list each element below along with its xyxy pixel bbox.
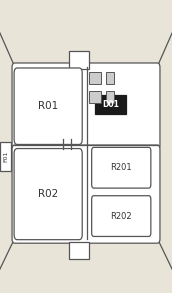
FancyBboxPatch shape <box>92 147 151 188</box>
Bar <box>14 64 158 240</box>
Text: F01: F01 <box>3 151 8 162</box>
Text: R202: R202 <box>110 212 132 221</box>
FancyBboxPatch shape <box>14 149 82 240</box>
FancyBboxPatch shape <box>92 196 151 236</box>
Text: D01: D01 <box>102 100 119 109</box>
Bar <box>0 142 11 171</box>
Polygon shape <box>0 240 172 293</box>
FancyBboxPatch shape <box>12 63 160 149</box>
Bar <box>69 242 89 259</box>
FancyBboxPatch shape <box>12 145 160 243</box>
Bar <box>106 91 114 103</box>
Bar <box>106 72 114 84</box>
Bar <box>69 51 89 69</box>
Polygon shape <box>0 0 172 64</box>
Bar <box>95 95 126 114</box>
Text: R201: R201 <box>110 163 132 172</box>
Text: R01: R01 <box>38 101 58 111</box>
Text: R02: R02 <box>38 189 58 199</box>
Bar <box>89 91 101 103</box>
Bar <box>89 72 101 84</box>
FancyBboxPatch shape <box>14 68 82 144</box>
